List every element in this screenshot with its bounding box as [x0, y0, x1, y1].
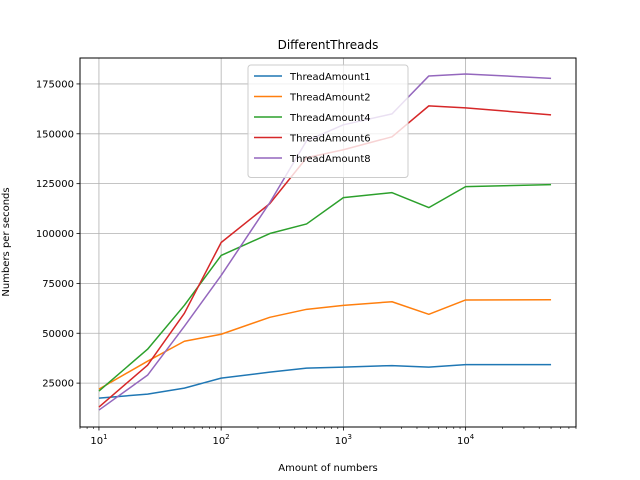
legend-label: ThreadAmount8	[289, 154, 371, 165]
series-line-threadamount1	[98, 363, 552, 399]
series-line-threadamount2	[98, 298, 552, 390]
y-tick-label: 175000	[36, 79, 74, 90]
y-tick-label: 125000	[36, 179, 74, 190]
legend: ThreadAmount1 ThreadAmount2 ThreadAmount4 T…	[247, 64, 409, 178]
legend-label: ThreadAmount6	[289, 134, 371, 145]
plot-frame	[79, 57, 577, 428]
x-axis-label: Amount of numbers	[278, 463, 378, 474]
y-tick-label: 100000	[36, 229, 74, 240]
y-axis-label: Numbers per seconds	[1, 187, 12, 296]
chart-title: DifferentThreads	[278, 38, 379, 52]
legend-label: ThreadAmount4	[289, 113, 371, 124]
y-axis: 25000 50000 75000 100000 125000 150000 175000	[36, 79, 80, 390]
legend-label: ThreadAmount1	[289, 72, 371, 83]
y-tick-label: 50000	[42, 329, 74, 340]
y-tick-label: 75000	[42, 279, 74, 290]
y-tick-label: 25000	[42, 379, 74, 390]
legend-label: ThreadAmount2	[289, 93, 371, 104]
y-tick-label: 150000	[36, 129, 74, 140]
series-line-threadamount4	[98, 183, 552, 392]
legend-box	[247, 64, 409, 178]
